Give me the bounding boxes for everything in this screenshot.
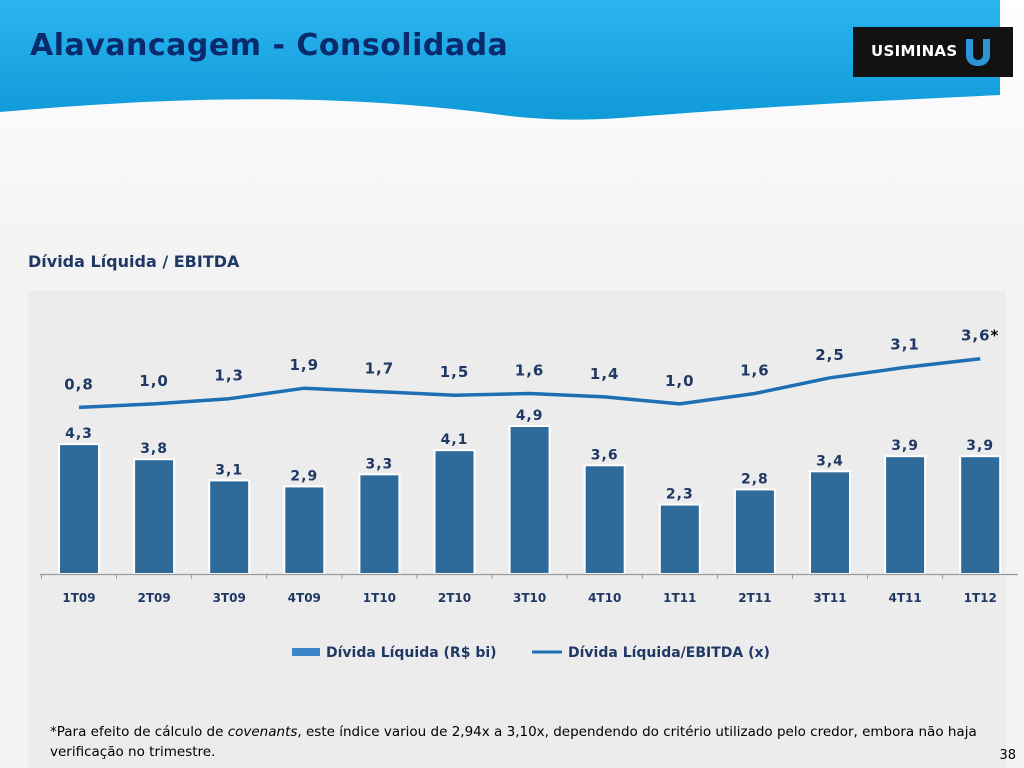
company-logo: USIMINAS (853, 27, 1013, 77)
footnote: *Para efeito de cálculo de covenants, es… (50, 722, 990, 762)
ratio-label-4T09: 1,9 (290, 356, 320, 374)
ratio-line-layer (78, 356, 981, 410)
bar-2T09 (133, 458, 176, 575)
bar-1T12 (959, 455, 1002, 575)
bar-label-2T09: 3,8 (140, 441, 168, 457)
footnote-prefix: *Para efeito de cálculo de (50, 724, 228, 740)
ratio-label-4T11: 3,1 (890, 335, 920, 353)
x-axis: 1T09 2T09 3T09 4T09 1T10 2T10 3T10 4T10 1T11 2T11… (40, 573, 1018, 605)
x-tick-1T09: 1T09 (62, 591, 95, 605)
bar-label-1T09: 4,3 (65, 426, 93, 442)
bar-label-2T11: 2,8 (741, 471, 769, 487)
chart-subtitle: Dívida Líquida / EBITDA (28, 252, 240, 271)
bar-4T11 (884, 455, 927, 575)
ratio-label-1T10: 1,7 (365, 360, 395, 378)
legend-label-line: Dívida Líquida/EBITDA (x) (568, 645, 770, 661)
logo-u-mark-icon (966, 37, 990, 66)
x-tick-4T10: 4T10 (588, 591, 621, 605)
logo-text: USIMINAS (871, 42, 958, 60)
x-tick-3T09: 3T09 (213, 591, 246, 605)
ratio-label-1T11: 1,0 (665, 372, 695, 390)
ratio-asterisk: * (991, 327, 1000, 345)
page-title: Alavancagem - Consolidada (30, 28, 509, 63)
bar-label-4T11: 3,9 (891, 438, 919, 454)
x-tick-1T11: 1T11 (663, 591, 696, 605)
legend-swatch-bar (292, 648, 320, 656)
bar-4T09 (283, 485, 326, 576)
ratio-label-2T11: 1,6 (740, 361, 770, 379)
bar-label-1T10: 3,3 (365, 456, 393, 472)
bar-label-4T10: 3,6 (591, 447, 619, 463)
x-tick-2T09: 2T09 (137, 591, 170, 605)
x-tick-1T12: 1T12 (964, 591, 997, 605)
bar-1T10 (358, 473, 401, 576)
bar-label-3T11: 3,4 (816, 453, 844, 469)
bar-label-1T12: 3,9 (966, 438, 994, 454)
ratio-label-2T09: 1,0 (139, 372, 169, 390)
ratio-label-1T12: 3,6* (961, 327, 999, 345)
bar-label-1T11: 2,3 (666, 487, 694, 503)
x-tick-1T10: 1T10 (363, 591, 396, 605)
bar-1T09 (58, 443, 100, 575)
bar-4T10 (583, 464, 626, 576)
ratio-label-2T10: 1,5 (440, 363, 470, 381)
ratio-label-3T11: 2,5 (815, 346, 845, 364)
x-tick-2T11: 2T11 (738, 591, 771, 605)
x-tick-3T10: 3T10 (513, 591, 546, 605)
bar-3T11 (809, 470, 851, 575)
footnote-italic: covenants (227, 724, 298, 740)
x-tick-3T11: 3T11 (813, 591, 846, 605)
bar-1T11 (658, 503, 701, 575)
legend-label-bar: Dívida Líquida (R$ bi) (326, 645, 497, 661)
ratio-label-3T09: 1,3 (214, 367, 244, 385)
ratio-label-1T09: 0,8 (64, 375, 94, 393)
chart-legend: Dívida Líquida (R$ bi) Dívida Líquida/EBI… (292, 645, 770, 661)
bar-2T11 (733, 488, 776, 575)
x-tick-4T09: 4T09 (288, 591, 321, 605)
page-number: 38 (999, 748, 1016, 763)
bar-3T09 (208, 479, 251, 575)
bar-label-3T09: 3,1 (215, 462, 243, 478)
x-tick-4T11: 4T11 (888, 591, 921, 605)
ratio-label-3T10: 1,6 (515, 361, 545, 379)
ratio-label-4T10: 1,4 (590, 365, 620, 383)
header-band (0, 0, 1000, 120)
bar-2T10 (433, 449, 476, 575)
bar-label-2T10: 4,1 (441, 432, 469, 448)
data-labels-layer: 4,3 3,8 3,1 2,9 3,3 4,1 4,9 3,6 2,3 2,8 3,4 3,9 3,9 0… (64, 327, 999, 503)
bar-label-4T09: 2,9 (290, 468, 318, 484)
footnote-suffix: , este índice variou de 2,94x a 3,10x, d… (50, 724, 977, 760)
bars-layer (58, 425, 1002, 576)
x-tick-2T10: 2T10 (438, 591, 471, 605)
bar-3T10 (508, 425, 551, 575)
bar-label-3T10: 4,9 (516, 408, 544, 424)
